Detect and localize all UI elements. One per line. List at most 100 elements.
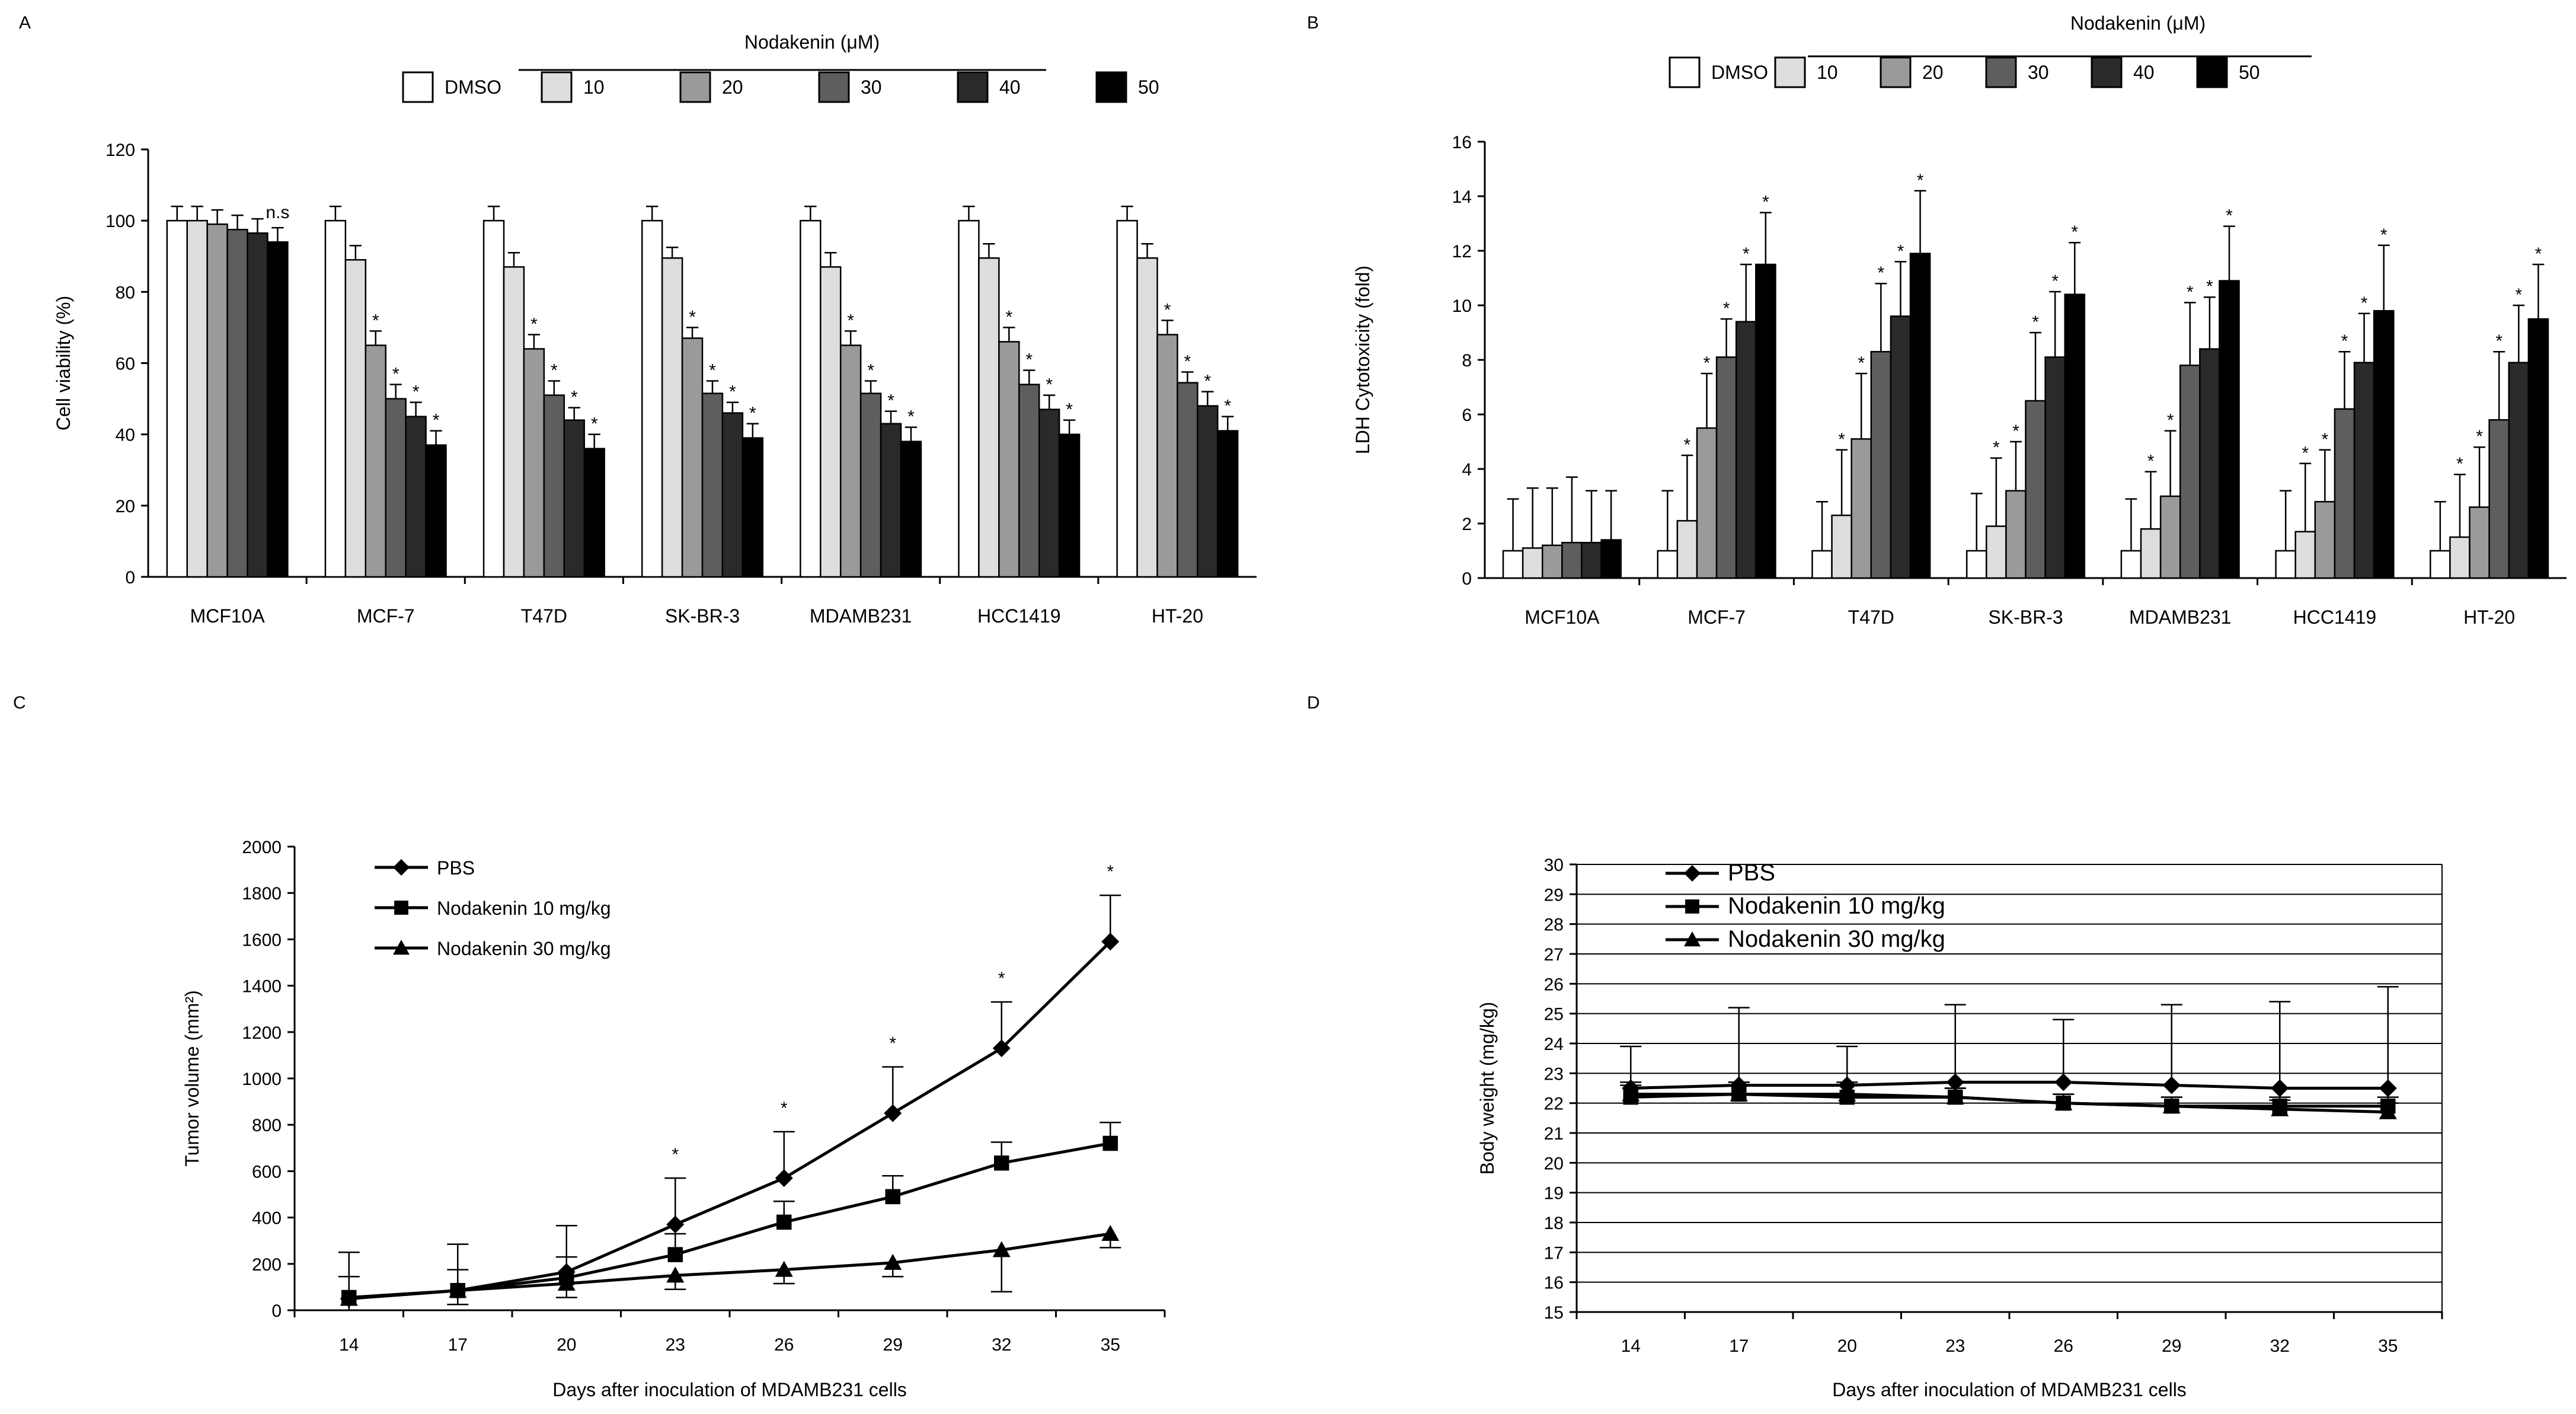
legend-marker [393,859,410,876]
y-tick-label: 600 [252,1162,282,1182]
x-tick-label: 32 [2270,1336,2290,1356]
bar-20-SK-BR-3 [2005,490,2027,579]
legend-label-10: 10 [1817,62,1838,83]
x-axis-title: Days after inoculation of MDAMB231 cells [552,1379,907,1400]
data-point [2379,1079,2397,1097]
y-tick-label: 100 [106,212,135,231]
bar-10-HT-20 [1136,257,1158,578]
significance-star: * [2051,272,2059,291]
y-tick-label: 400 [252,1209,282,1228]
legend-swatch-40 [957,71,989,103]
legend-label-10: 10 [583,76,605,98]
category-label-SK-BR-3: SK-BR-3 [665,605,740,627]
y-tick-label: 24 [1544,1035,1564,1054]
y-tick-label: 0 [125,568,135,588]
legend-label-50: 50 [1138,76,1159,98]
significance-star: * [2187,282,2194,302]
bar-40-HT-20 [1197,405,1219,578]
category-label-MCF10A: MCF10A [1524,607,1600,628]
x-tick-label: 20 [1837,1336,1857,1356]
significance-star: * [2495,331,2503,351]
category-label-HCC1419: HCC1419 [2293,607,2377,628]
data-point [449,1281,467,1298]
x-axis-title: Days after inoculation of MDAMB231 cells [1832,1379,2187,1400]
bar-20-MCF10A [1541,544,1563,579]
y-tick-label: 60 [116,355,135,374]
bar-10-MDAMB231 [820,266,842,578]
significance-star: * [2147,452,2155,471]
bar-10-SK-BR-3 [1986,525,2007,579]
legend-marker [1684,865,1701,882]
bar-50-HCC1419 [2373,309,2395,579]
x-tick-label: 26 [2054,1336,2073,1356]
series-line-2 [349,1232,1111,1300]
legend-label-2: Nodakenin 30 mg/kg [1728,926,1945,952]
bar-20-MCF-7 [1696,427,1718,579]
x-tick-label: 17 [1729,1336,1749,1356]
x-tick-label: 23 [1945,1336,1965,1356]
category-label-HCC1419: HCC1419 [977,605,1061,627]
bar-10-MDAMB231 [2140,528,2162,579]
bar-10-HCC1419 [978,257,1000,578]
data-point [666,1266,685,1283]
significance-star: * [709,361,716,381]
data-point [885,1189,900,1205]
category-label-MCF-7: MCF-7 [357,605,415,627]
bar-20-MDAMB231 [839,344,862,578]
data-point [775,1260,793,1277]
significance-star: * [887,391,894,411]
bar-50-T47D [583,448,605,578]
bar-50-SK-BR-3 [2064,293,2086,579]
bar-50-MCF-7 [1755,263,1776,579]
significance-star: * [1107,862,1114,882]
y-tick-label: 12 [1452,242,1472,261]
data-point [557,1275,576,1291]
legend-swatch-30 [818,71,850,103]
bar-40-MCF-7 [405,416,427,578]
legend-label-30: 30 [861,76,882,98]
legend-label-1: Nodakenin 10 mg/kg [437,898,611,919]
y-tick-label: 4 [1462,460,1472,480]
significance-star: * [1046,375,1053,395]
nodakenin-header: Nodakenin (μM) [2070,12,2206,34]
y-tick-label: 22 [1544,1094,1564,1114]
data-point [1101,1224,1120,1241]
bar-20-HCC1419 [998,341,1020,578]
significance-star: * [1224,397,1231,416]
panel-label-A: A [19,13,31,33]
bar-20-T47D [523,348,545,578]
significance-star: * [530,314,538,334]
bar-20-HT-20 [1156,334,1178,578]
significance-star: * [591,414,598,434]
significance-star: * [2322,430,2329,449]
significance-star: * [2535,244,2542,264]
significance-star: * [1164,300,1171,320]
data-point [2054,1073,2073,1091]
bar-10-T47D [1831,514,1852,579]
y-tick-label: 200 [252,1255,282,1275]
significance-star: * [2361,293,2368,313]
y-tick-label: 10 [1452,296,1472,316]
significance-star: * [1917,171,1924,190]
significance-star: * [372,311,379,330]
data-point [884,1253,902,1270]
bar-20-HT-20 [2469,506,2490,579]
significance-star: * [689,307,696,327]
legend-swatch-50 [1095,71,1127,103]
bar-DMSO-HT-20 [2430,550,2451,579]
data-point [1101,933,1120,951]
legend-label-50: 50 [2239,62,2260,83]
legend-marker [393,940,410,955]
data-point [1946,1088,1964,1105]
bar-DMSO-MCF-7 [324,219,347,578]
data-point [2271,1079,2289,1097]
bar-30-HCC1419 [1018,384,1040,578]
panel-label-C: C [13,693,26,713]
data-point [992,1241,1011,1257]
bar-DMSO-T47D [1811,550,1833,579]
significance-star: * [2341,331,2348,351]
bar-40-MCF-7 [1735,321,1757,579]
y-tick-label: 29 [1544,885,1564,905]
y-tick-label: 19 [1544,1184,1564,1204]
